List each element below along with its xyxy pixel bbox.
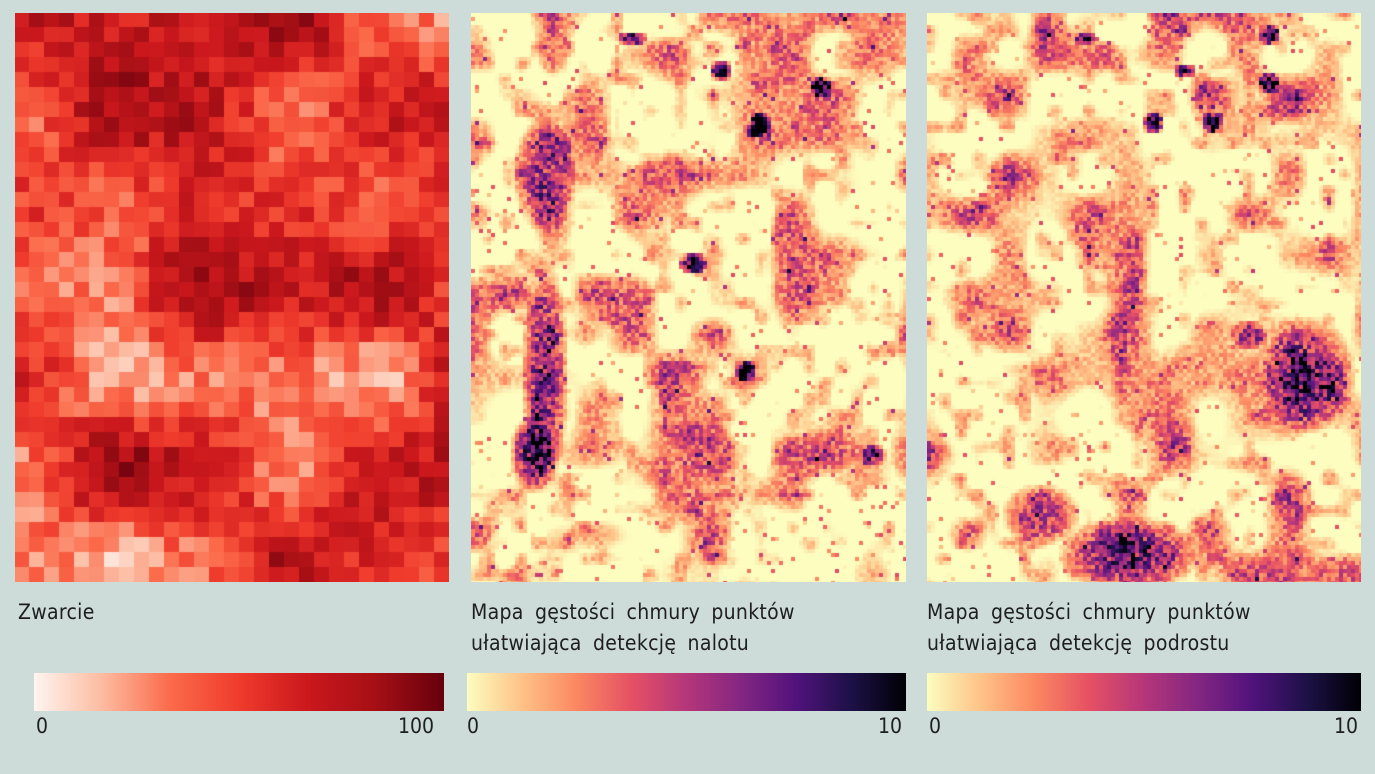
colorbar-podrost-max-label: 10 [1334,714,1359,738]
title-zwarcie: Zwarcie [18,600,95,624]
heatmap-podrost-raster [927,13,1361,582]
heatmap-podrost [927,13,1361,582]
colorbar-nalot-max-label: 10 [878,714,903,738]
colorbar-zwarcie [34,673,444,711]
heatmap-zwarcie-raster [15,13,449,582]
heatmap-nalot [471,13,906,582]
heatmap-nalot-raster [471,13,906,582]
title-nalot: Mapa gęstości chmury punktów ułatwiająca… [471,600,795,655]
colorbar-zwarcie-min-label: 0 [36,714,49,738]
colorbar-zwarcie-max-label: 100 [398,714,435,738]
colorbar-nalot [467,673,906,711]
heatmap-zwarcie [15,13,449,582]
colorbar-podrost-min-label: 0 [929,714,942,738]
title-podrost: Mapa gęstości chmury punktów ułatwiająca… [927,600,1251,655]
colorbar-nalot-min-label: 0 [467,714,480,738]
colorbar-podrost [927,673,1361,711]
